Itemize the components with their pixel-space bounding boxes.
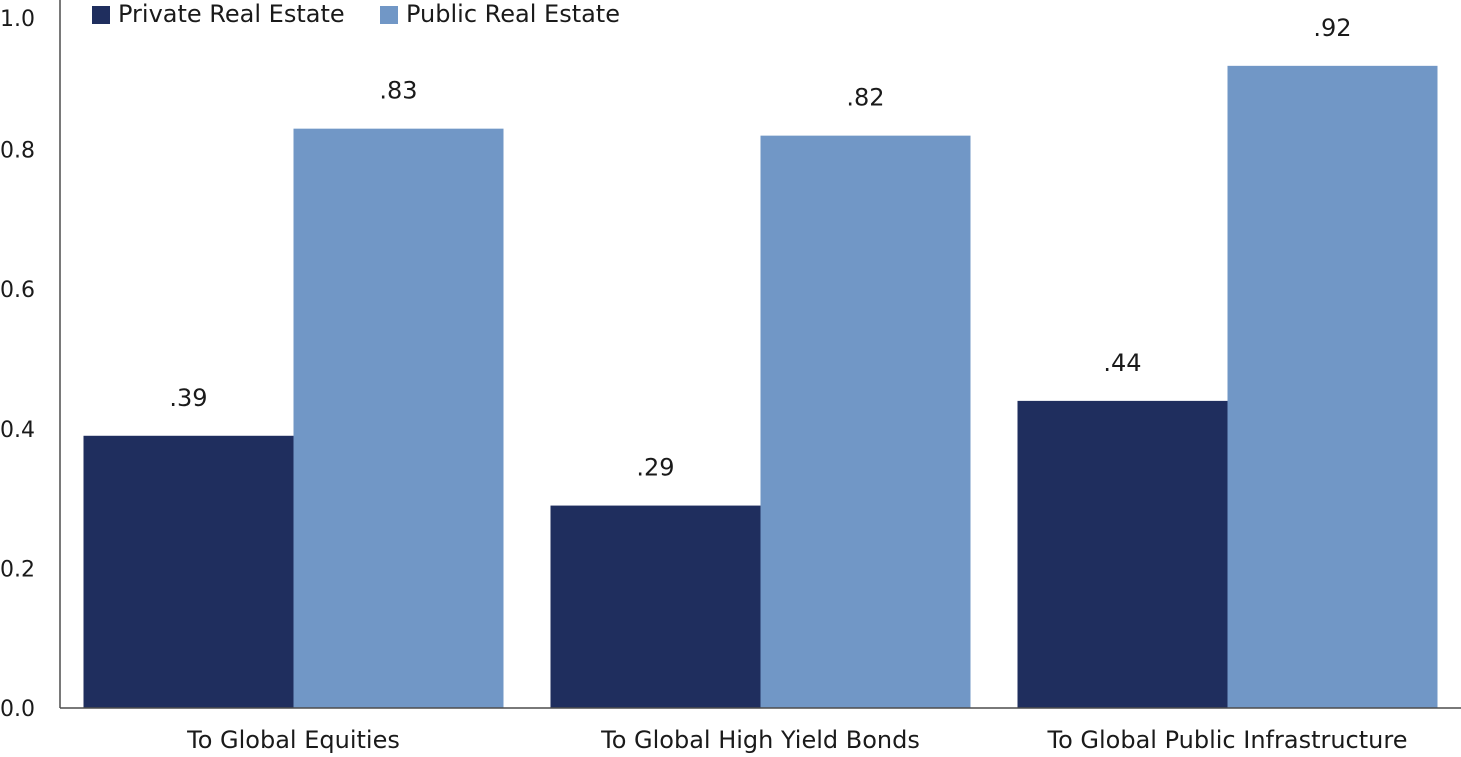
bar-public-real-estate	[760, 135, 971, 708]
bar-private-real-estate	[550, 505, 761, 708]
y-tick-label: 0.8	[0, 139, 35, 164]
data-label: .83	[379, 77, 417, 105]
y-tick-label: 0.0	[0, 697, 35, 722]
data-label: .29	[636, 454, 674, 482]
bar-public-real-estate	[293, 128, 504, 708]
data-label: .44	[1103, 349, 1141, 377]
data-label: .39	[169, 384, 207, 412]
category-label: To Global High Yield Bonds	[600, 726, 920, 754]
category-label: To Global Equities	[186, 726, 400, 754]
bars-group	[83, 65, 1438, 709]
legend-swatch-public	[380, 6, 398, 24]
category-label: To Global Public Infrastructure	[1047, 726, 1408, 754]
y-axis-ticks: 0.0 0.2 0.4 0.6 0.8 1.0	[0, 7, 35, 722]
legend-swatch-private	[92, 6, 110, 24]
y-tick-label: 1.0	[0, 7, 35, 32]
y-tick-label: 0.2	[0, 557, 35, 582]
data-label: .82	[846, 84, 884, 112]
axes	[59, 0, 1461, 709]
legend: Private Real Estate Public Real Estate	[92, 0, 620, 28]
y-tick-label: 0.4	[0, 418, 35, 443]
data-label: .92	[1313, 14, 1351, 42]
legend-label-private: Private Real Estate	[118, 0, 345, 28]
data-labels-group: .39 .83 .29 .82 .44 .92	[169, 14, 1351, 482]
bar-private-real-estate	[1017, 400, 1228, 708]
y-tick-label: 0.6	[0, 278, 35, 303]
bar-public-real-estate	[1227, 65, 1438, 709]
bar-private-real-estate	[83, 435, 294, 708]
legend-label-public: Public Real Estate	[406, 0, 620, 28]
category-labels: To Global Equities To Global High Yield B…	[186, 726, 1407, 754]
